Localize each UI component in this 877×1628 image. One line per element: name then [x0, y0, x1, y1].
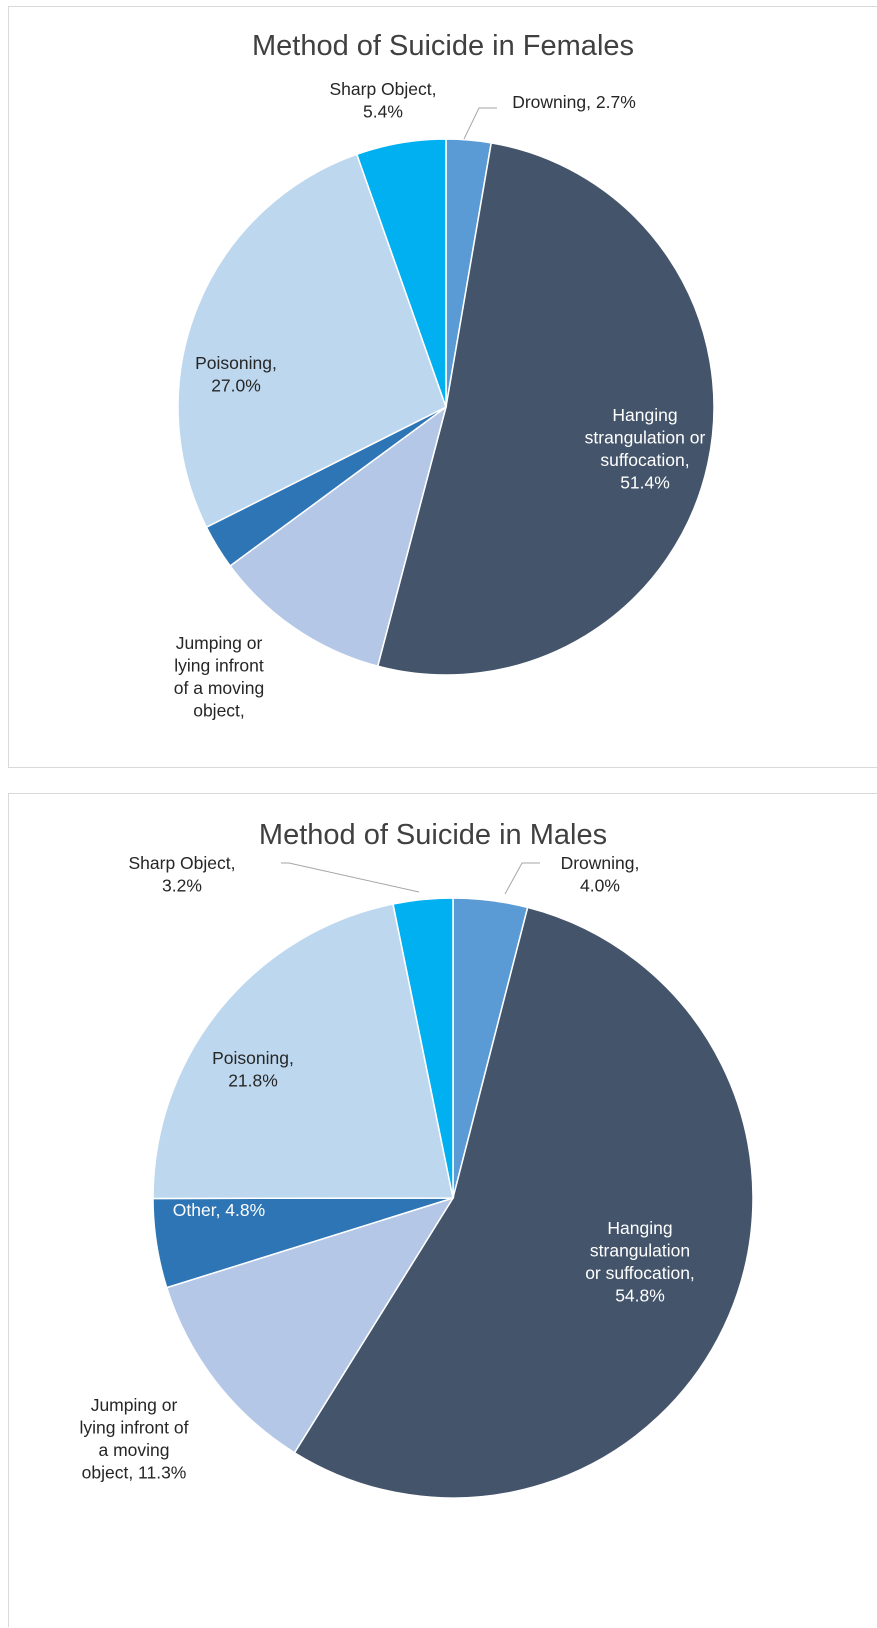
- pie-chart-females: Method of Suicide in Females Drowning, 2.…: [103, 30, 715, 721]
- data-label-jumping: Jumping or lying infront of a moving object…: [80, 1395, 189, 1483]
- chart-title: Method of Suicide in Males: [259, 819, 607, 851]
- data-label-poisoning: Poisoning, 27.0%: [195, 353, 277, 396]
- data-labels: Drowning, 4.0% Hanging strangulation or suff…: [80, 853, 695, 1483]
- data-label-other: Other, 4.8%: [173, 1200, 265, 1220]
- chart-panel-males: Method of Suicide in Males Drowning, 4.0% H…: [8, 793, 877, 1627]
- pie-slice-sharp: [355, 138, 447, 408]
- data-label-hanging: Hanging strangulation or suffocation, 51.4%: [585, 405, 706, 493]
- data-label-sharp: Sharp Object, 5.4%: [330, 79, 437, 122]
- chart-title: Method of Suicide in Females: [252, 30, 634, 62]
- leader-line-drowning: [463, 107, 497, 140]
- pie-slice-jumping: [229, 405, 448, 668]
- data-label-drowning: Drowning, 2.7%: [512, 92, 636, 112]
- chart-panel-females: Method of Suicide in Females Drowning, 2.…: [8, 6, 877, 768]
- data-label-sharp: Sharp Object, 3.2%: [129, 853, 236, 896]
- pie-slice-hanging: [376, 141, 715, 676]
- data-label-other: Other, 2.7%: [103, 556, 195, 576]
- pie-slice-hanging: [293, 906, 754, 1499]
- data-label-hanging: Hanging strangulation or suffocation, 54.8%: [585, 1218, 695, 1306]
- leader-line-drowning: [504, 862, 540, 895]
- leader-line-sharp: [281, 862, 420, 893]
- pie-slices: [177, 138, 715, 676]
- pie-slices: [152, 897, 754, 1499]
- data-label-poisoning: Poisoning, 21.8%: [212, 1048, 294, 1091]
- data-labels: Drowning, 2.7% Hanging strangulation or suf…: [103, 79, 706, 721]
- pie-slice-poisoning: [177, 153, 447, 529]
- pie-slice-poisoning: [152, 903, 454, 1200]
- data-label-jumping: Jumping or lying infront of a moving object…: [174, 633, 264, 721]
- data-label-drowning: Drowning, 4.0%: [561, 853, 640, 896]
- pie-slice-sharp: [392, 897, 454, 1199]
- pie-slice-jumping: [165, 1196, 455, 1454]
